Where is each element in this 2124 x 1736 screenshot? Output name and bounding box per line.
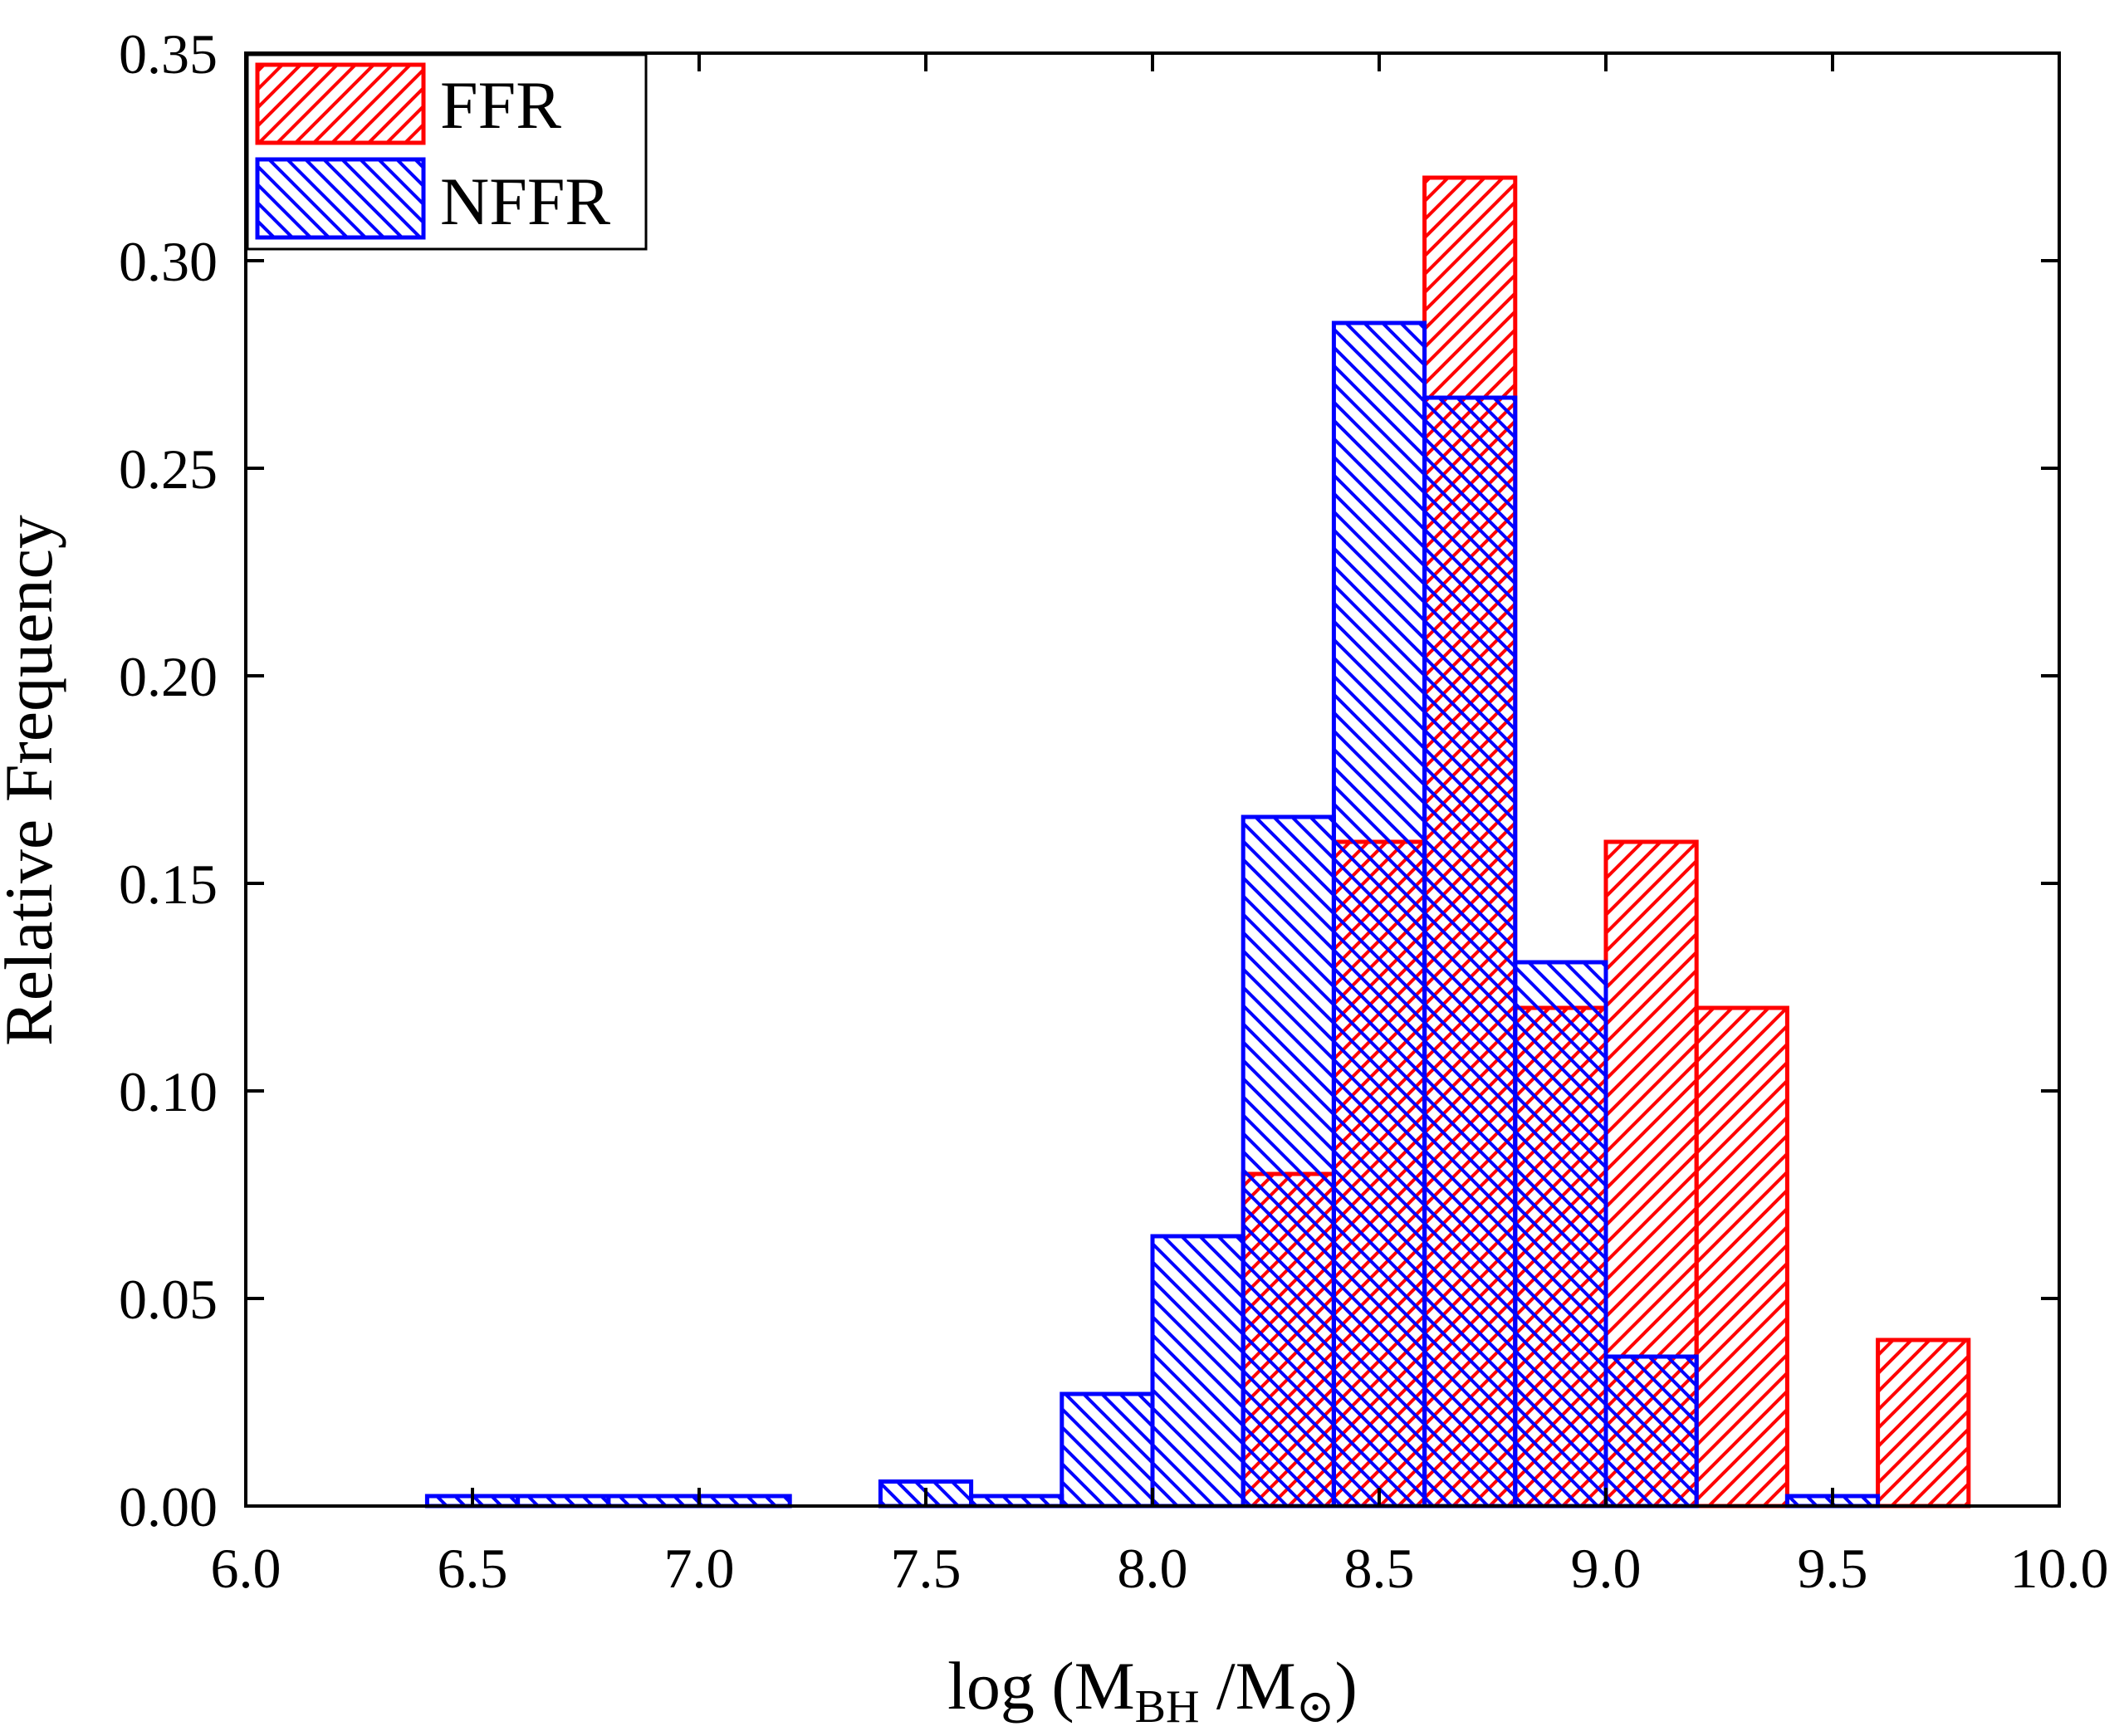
bar-ffr-6 xyxy=(1876,1337,1971,1509)
x-tick-label-8: 10.0 xyxy=(2010,1537,2109,1600)
legend-swatch-ffr xyxy=(255,62,426,145)
bar-nffr-10 xyxy=(1422,395,1518,1509)
y-tick-label-7: 0.35 xyxy=(119,22,218,86)
bar-nffr-6 xyxy=(1060,1391,1155,1509)
y-tick-label-6: 0.30 xyxy=(119,230,218,293)
bar-nffr-9 xyxy=(1331,320,1427,1509)
x-title-sub-bh: BH xyxy=(1135,1681,1200,1732)
x-title-suffix: ) xyxy=(1335,1648,1358,1724)
x-title-middle: /M xyxy=(1199,1648,1295,1724)
y-tick-label-1: 0.05 xyxy=(119,1268,218,1331)
y-tick-label-5: 0.25 xyxy=(119,438,218,501)
bar-nffr-12 xyxy=(1603,1354,1699,1509)
legend-swatch-nffr xyxy=(255,157,426,240)
legend-label-ffr: FFR xyxy=(440,67,561,143)
legend: FFR NFFR xyxy=(246,53,648,251)
plot-frame xyxy=(244,51,2061,1508)
x-tick-label-6: 9.0 xyxy=(1571,1537,1642,1600)
x-title-sun-symbol: ⊙ xyxy=(1296,1681,1335,1732)
x-tick-label-5: 8.5 xyxy=(1344,1537,1415,1600)
y-tick-label-4: 0.20 xyxy=(119,645,218,708)
x-tick-label-7: 9.5 xyxy=(1798,1537,1868,1600)
tick-labels-layer: 6.0 6.5 7.0 7.5 8.0 8.5 9.0 9.5 10.0 0.00 0.05 0.10… xyxy=(119,22,2109,1600)
y-tick-label-2: 0.10 xyxy=(119,1060,218,1123)
legend-label-nffr: NFFR xyxy=(440,164,610,239)
x-tick-label-0: 6.0 xyxy=(211,1537,281,1600)
x-title-prefix: log (M xyxy=(947,1648,1135,1724)
bar-nffr-8 xyxy=(1241,814,1336,1509)
y-tick-label-0: 0.00 xyxy=(119,1475,218,1538)
y-tick-label-3: 0.15 xyxy=(119,853,218,916)
x-tick-label-1: 6.5 xyxy=(438,1537,508,1600)
bar-ffr-5 xyxy=(1694,1005,1789,1509)
bar-nffr-11 xyxy=(1513,960,1608,1509)
y-axis-title: Relative Frequency xyxy=(0,515,66,1046)
bar-nffr-7 xyxy=(1150,1234,1246,1509)
x-tick-label-4: 8.0 xyxy=(1118,1537,1188,1600)
bars-layer xyxy=(424,175,1971,1509)
x-tick-label-2: 7.0 xyxy=(664,1537,735,1600)
x-tick-label-3: 7.5 xyxy=(891,1537,962,1600)
x-axis-title: log (MBH /M⊙) xyxy=(947,1648,1358,1732)
